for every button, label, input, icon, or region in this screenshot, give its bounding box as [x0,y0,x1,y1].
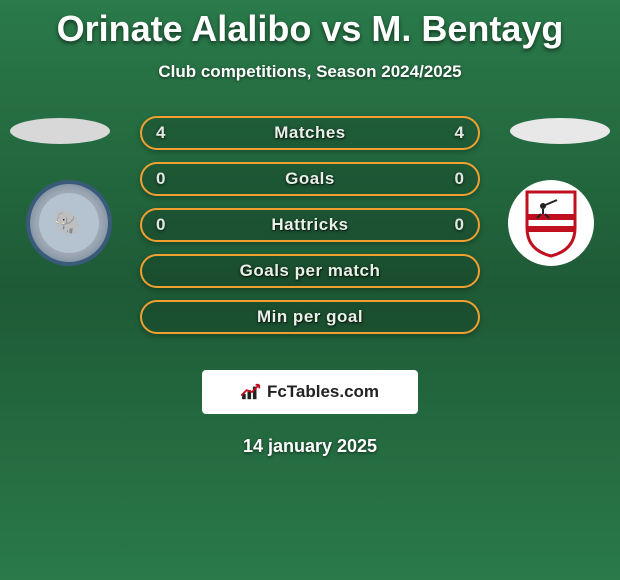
brand-text: FcTables.com [267,382,379,402]
club-badge-right [508,180,594,266]
stat-row-goals-per-match: Goals per match [140,254,480,288]
club-badge-left: 🐘 [26,180,112,266]
bar-chart-icon [241,383,263,401]
stat-value-right: 0 [455,215,464,235]
comparison-title: Orinate Alalibo vs M. Bentayg [0,0,620,50]
stat-value-left: 4 [156,123,165,143]
stat-value-left: 0 [156,169,165,189]
stat-row-matches: 4 Matches 4 [140,116,480,150]
stats-area: 🐘 4 Matches 4 0 Goals 0 0 Hattricks 0 Go… [0,116,620,356]
comparison-date: 14 january 2025 [0,436,620,457]
stat-row-min-per-goal: Min per goal [140,300,480,334]
player-photo-left [10,118,110,144]
stat-row-hattricks: 0 Hattricks 0 [140,208,480,242]
stat-value-left: 0 [156,215,165,235]
stat-label: Goals [285,169,335,189]
stat-value-right: 0 [455,169,464,189]
stat-value-right: 4 [455,123,464,143]
player-photo-right [510,118,610,144]
elephant-icon: 🐘 [39,193,99,253]
stat-label: Hattricks [271,215,348,235]
stat-row-goals: 0 Goals 0 [140,162,480,196]
stat-label: Goals per match [240,261,381,281]
brand-attribution[interactable]: FcTables.com [202,370,418,414]
zamalek-shield-icon [523,188,579,258]
comparison-subtitle: Club competitions, Season 2024/2025 [0,62,620,82]
stat-label: Matches [274,123,346,143]
stat-label: Min per goal [257,307,363,327]
